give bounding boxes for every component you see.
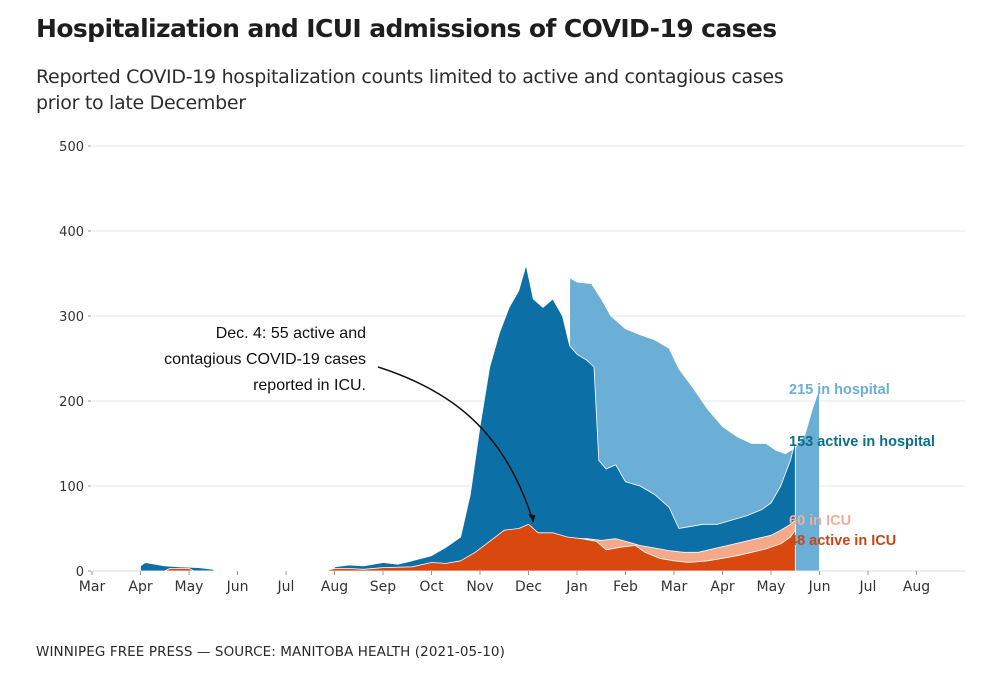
x-tick-label: Oct [419, 579, 444, 595]
y-tick-label: 200 [59, 395, 84, 410]
area-series [140, 264, 820, 572]
chart-title: Hospitalization and ICUI admissions of C… [36, 14, 777, 43]
x-tick-label: Aug [321, 579, 348, 595]
x-tick-label: Sep [370, 579, 397, 595]
end-labels: 215 in hospital 153 active in hospital 60 … [789, 382, 935, 549]
x-tick-label: Jun [808, 579, 831, 595]
end-label-active-in-ICU: 48 active in ICU [789, 533, 896, 549]
annotation-text-line: contagious COVID-19 cases [164, 351, 366, 368]
x-axis: Mar Apr May Jun Jul Aug Sep Oct Nov Dec Jan Feb Mar A… [79, 571, 930, 595]
x-tick-label: Jan [565, 579, 588, 595]
y-tick-label: 100 [59, 480, 84, 495]
x-tick-label: Jul [859, 579, 877, 595]
y-tick-label: 400 [59, 225, 84, 240]
x-tick-label: May [757, 579, 786, 595]
source-footer: WINNIPEG FREE PRESS — SOURCE: MANITOBA H… [36, 644, 505, 660]
x-tick-label: Nov [466, 579, 493, 595]
y-tick-label: 0 [76, 565, 84, 580]
end-label-in-hospital: 215 in hospital [789, 382, 890, 398]
x-tick-label: Aug [903, 579, 930, 595]
x-tick-label: Dec [515, 579, 542, 595]
x-tick-label: Mar [661, 579, 688, 595]
annotation-text-line: Dec. 4: 55 active and [216, 325, 366, 342]
annotation-arrow [377, 366, 535, 523]
annotation: Dec. 4: 55 active and contagious COVID-19… [164, 325, 536, 523]
x-tick-label: Apr [128, 579, 152, 595]
end-label-active-in-hospital: 153 active in hospital [789, 434, 935, 450]
end-label-in-ICU: 60 in ICU [789, 513, 851, 529]
x-tick-label: Feb [613, 579, 638, 595]
x-tick-label: Mar [79, 579, 106, 595]
chart-subtitle: Reported COVID-19 hospitalization counts… [36, 66, 784, 114]
x-tick-label: Jul [277, 579, 295, 595]
x-tick-label: May [175, 579, 204, 595]
annotation-text-line: reported in ICU. [253, 377, 366, 394]
x-tick-label: Jun [226, 579, 249, 595]
y-tick-label: 300 [59, 310, 84, 325]
area-active-in-ICU [164, 523, 796, 572]
x-tick-label: Apr [710, 579, 734, 595]
y-tick-label: 500 [59, 140, 84, 155]
annotation-arrowhead [528, 514, 536, 523]
y-axis: 0 100 200 300 400 500 [59, 140, 91, 580]
